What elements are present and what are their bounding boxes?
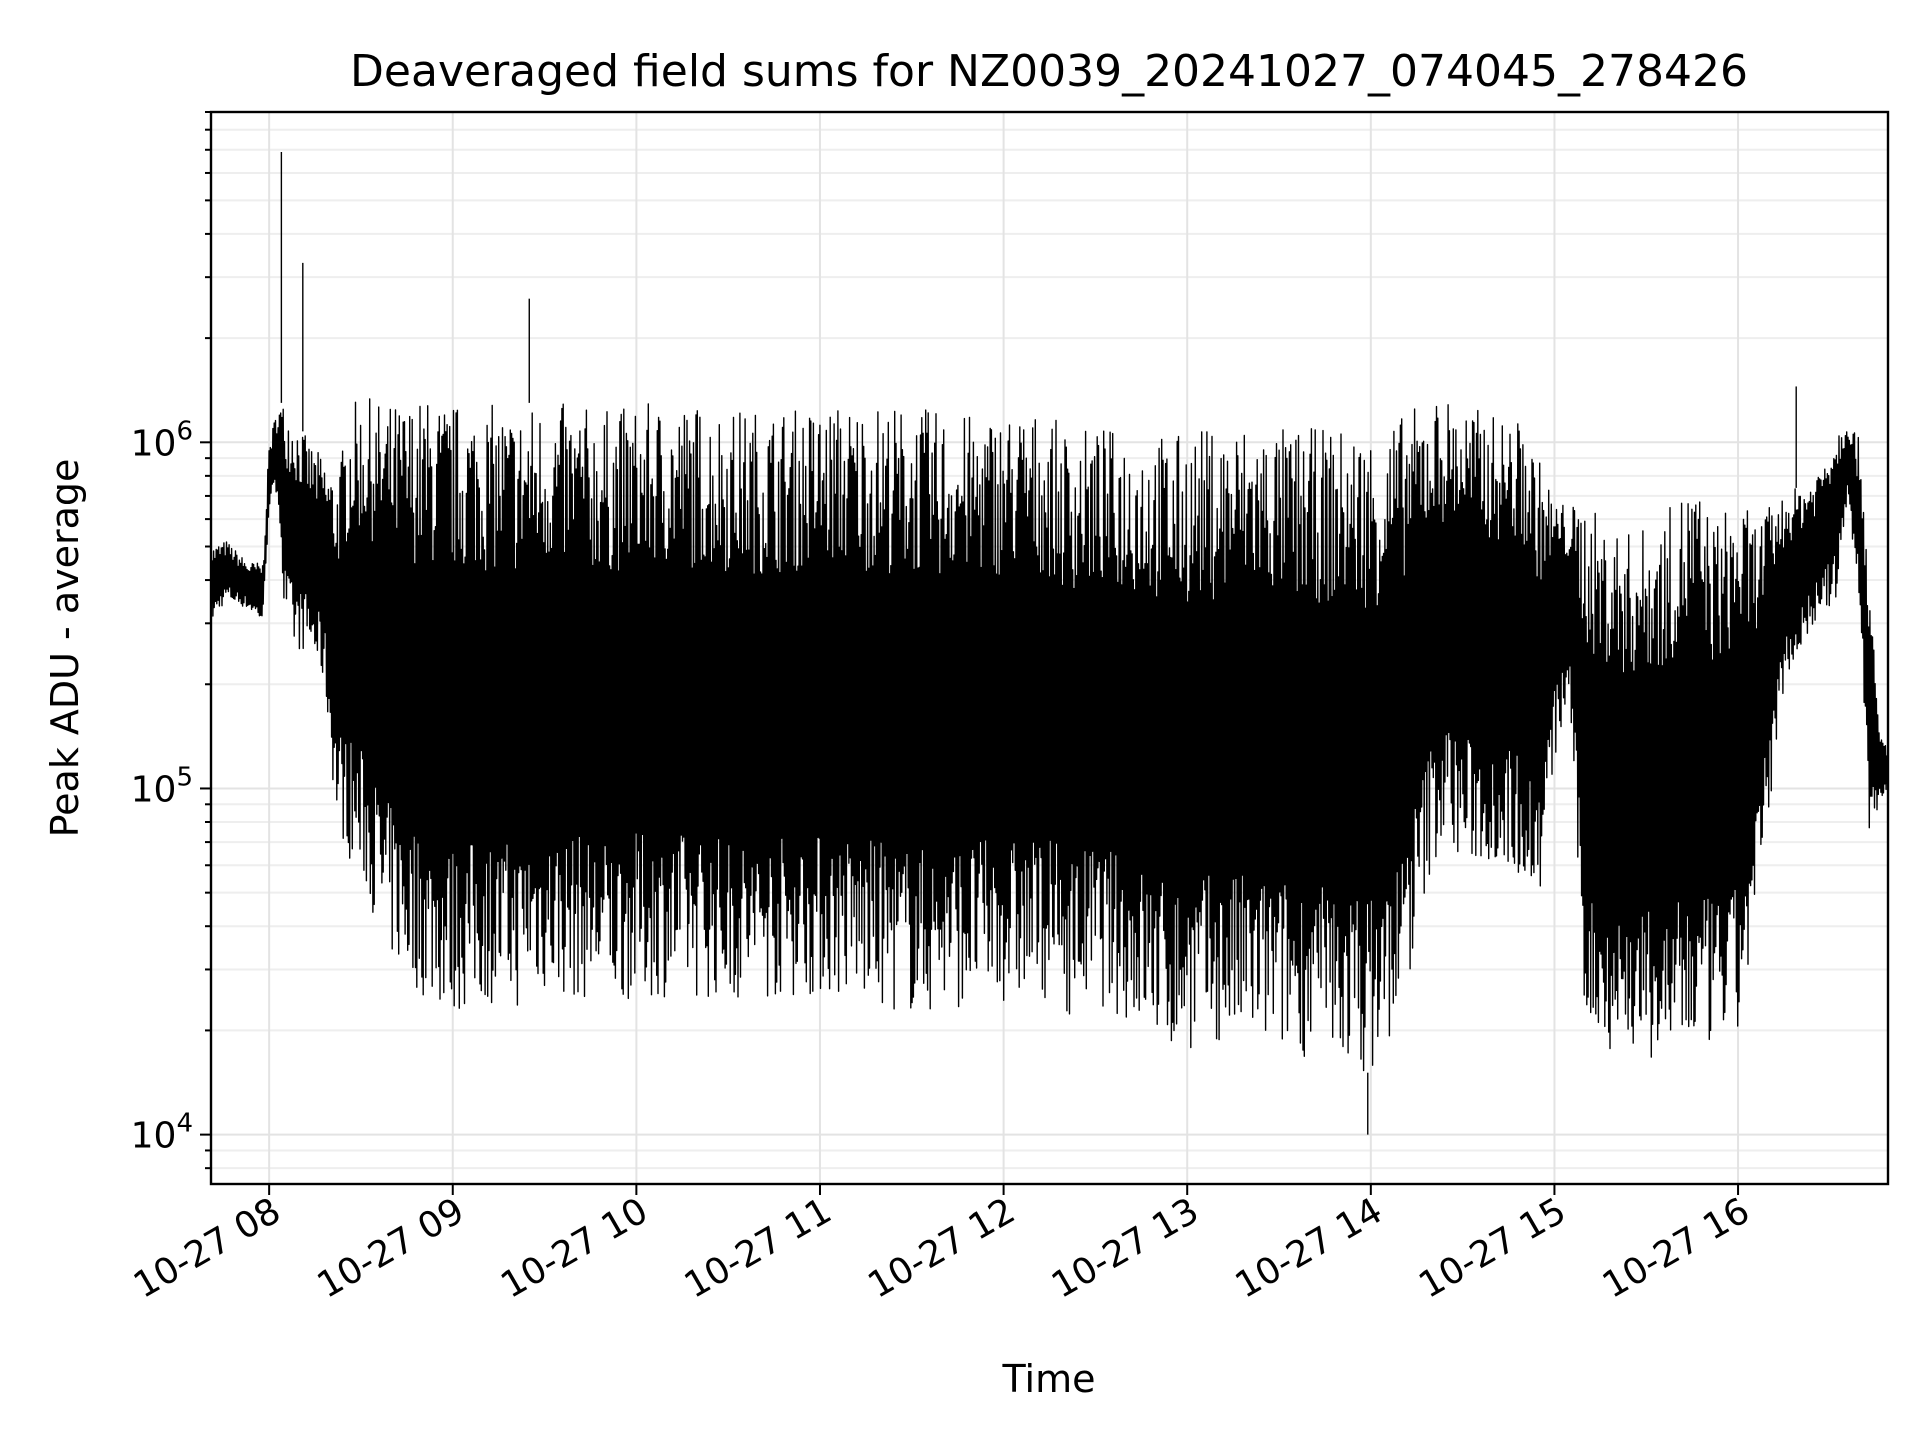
x-tick-label: 10-27 10 — [494, 1190, 655, 1306]
x-tick-label: 10-27 16 — [1596, 1190, 1757, 1306]
y-axis-label: Peak ADU - average — [43, 459, 87, 838]
x-tick-label: 10-27 09 — [311, 1190, 472, 1306]
chart-title: Deaveraged field sums for NZ0039_2024102… — [350, 46, 1748, 97]
x-tick-label: 10-27 12 — [861, 1190, 1022, 1306]
x-tick-label: 10-27 11 — [678, 1190, 839, 1306]
x-tick-label: 10-27 14 — [1229, 1190, 1390, 1306]
series-line — [210, 398, 1889, 1072]
series-layer — [210, 151, 1889, 1135]
y-tick-label: 104 — [131, 1109, 193, 1157]
y-tick-label: 105 — [131, 762, 193, 810]
x-axis-label: Time — [1002, 1357, 1096, 1401]
x-tick-label: 10-27 13 — [1045, 1190, 1206, 1306]
x-tick-label: 10-27 15 — [1412, 1190, 1573, 1306]
plot-frame — [209, 110, 1890, 1186]
x-tick-label: 10-27 08 — [127, 1190, 288, 1306]
y-tick-label: 106 — [131, 416, 193, 464]
